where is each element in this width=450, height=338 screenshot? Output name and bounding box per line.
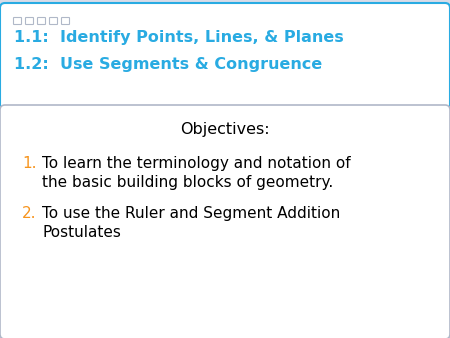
FancyBboxPatch shape xyxy=(0,3,450,111)
FancyBboxPatch shape xyxy=(14,18,22,24)
Text: Postulates: Postulates xyxy=(42,225,121,240)
Text: To use the Ruler and Segment Addition: To use the Ruler and Segment Addition xyxy=(42,206,340,221)
Text: 1.: 1. xyxy=(22,156,36,171)
FancyBboxPatch shape xyxy=(62,18,69,24)
FancyBboxPatch shape xyxy=(26,18,33,24)
FancyBboxPatch shape xyxy=(0,105,450,338)
FancyBboxPatch shape xyxy=(37,18,45,24)
Text: 1.2:  Use Segments & Congruence: 1.2: Use Segments & Congruence xyxy=(14,57,322,72)
Text: 2.: 2. xyxy=(22,206,36,221)
Text: Objectives:: Objectives: xyxy=(180,122,270,137)
FancyBboxPatch shape xyxy=(50,18,58,24)
Text: the basic building blocks of geometry.: the basic building blocks of geometry. xyxy=(42,175,333,190)
Text: 1.1:  Identify Points, Lines, & Planes: 1.1: Identify Points, Lines, & Planes xyxy=(14,30,344,45)
Text: To learn the terminology and notation of: To learn the terminology and notation of xyxy=(42,156,351,171)
